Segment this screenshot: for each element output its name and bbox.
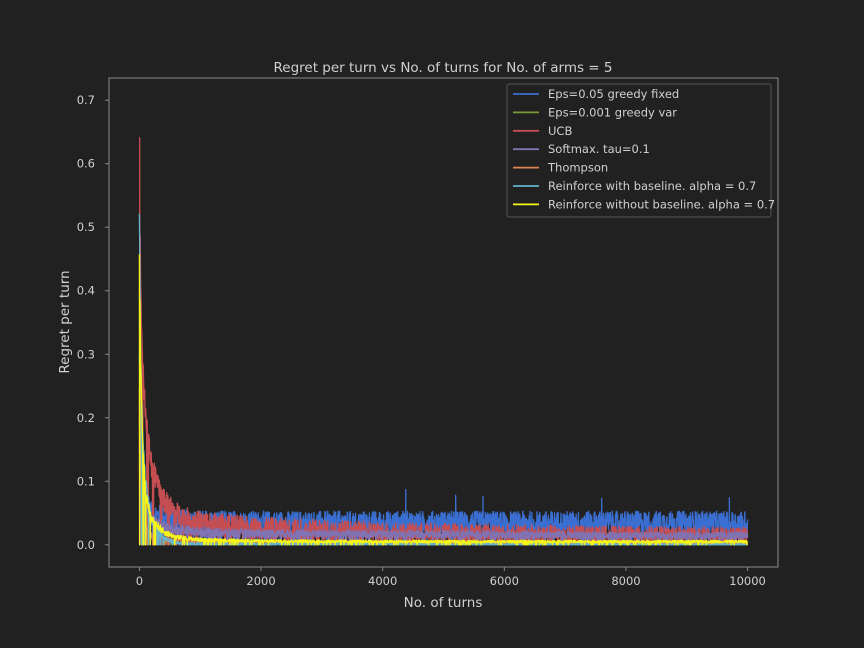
legend-label: Softmax. tau=0.1 [548,142,650,156]
axes-frame [108,77,779,568]
x-tick-label: 0 [136,574,143,588]
y-tick-label: 0.3 [77,347,95,361]
x-tick-label: 6000 [490,574,519,588]
y-tick-label: 0.6 [77,157,95,171]
y-tick-label: 0.0 [77,538,95,552]
x-axis: 0 2000 4000 6000 8000 10000 [136,567,766,588]
y-tick-label: 0.5 [77,220,95,234]
y-tick-label: 0.2 [77,411,95,425]
y-axis-label: Regret per turn [57,270,73,373]
x-tick-label: 4000 [368,574,397,588]
x-tick-label: 10000 [729,574,766,588]
x-tick-label: 8000 [611,574,640,588]
legend-label: Reinforce with baseline. alpha = 0.7 [548,179,756,193]
series-line-4 [138,354,749,546]
y-axis: 0.0 0.1 0.2 0.3 0.4 0.5 0.6 0.7 [77,93,109,552]
y-tick-label: 0.4 [77,284,95,298]
legend-label: Thompson [547,161,608,175]
legend-label: Eps=0.001 greedy var [548,105,677,119]
legend-label: Reinforce without baseline. alpha = 0.7 [548,197,775,211]
series-line-7 [138,254,749,546]
x-tick-label: 2000 [246,574,275,588]
legend: Eps=0.05 greedy fixed Eps=0.001 greedy va… [506,83,775,218]
legend-box [506,83,772,218]
x-axis-label: No. of turns [404,595,483,611]
y-tick-label: 0.1 [77,474,95,488]
chart-title: Regret per turn vs No. of turns for No. … [274,60,613,76]
legend-label: Eps=0.05 greedy fixed [548,87,679,101]
legend-label: UCB [548,124,572,138]
y-tick-label: 0.7 [77,93,95,107]
